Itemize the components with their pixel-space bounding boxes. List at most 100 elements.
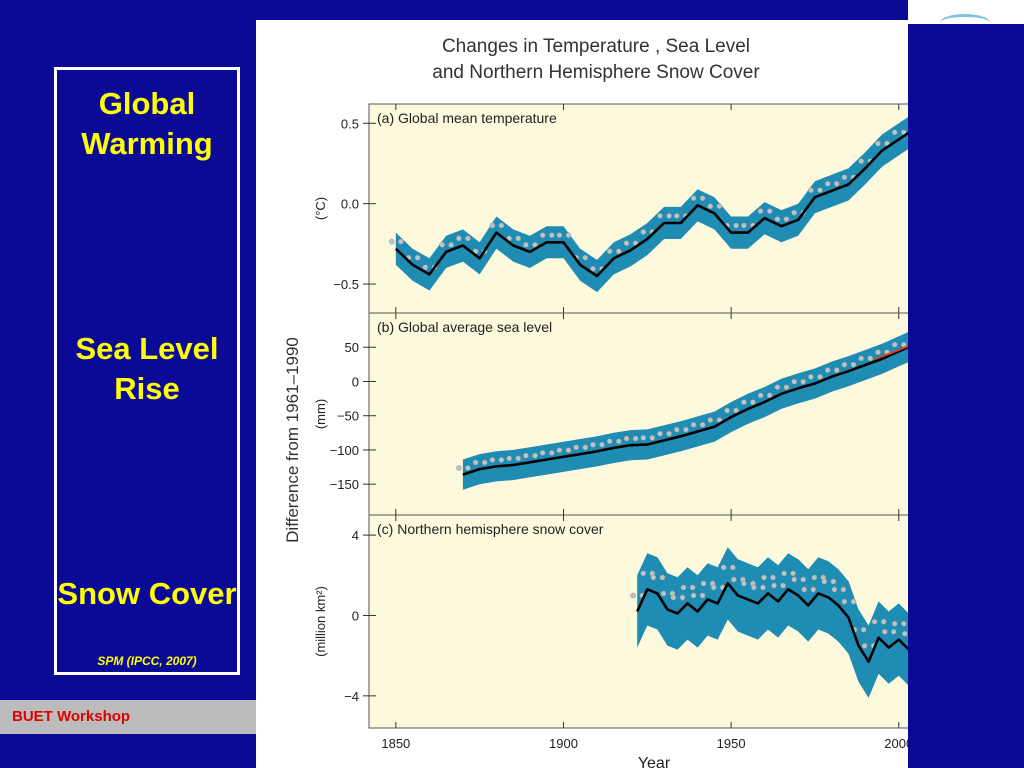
topic-snow-cover: Snow Cover <box>57 576 237 611</box>
panel-title: (b) Global average sea level <box>377 319 552 335</box>
shared-ylabel: Difference from 1961–1990 <box>283 337 302 543</box>
data-point <box>666 430 672 437</box>
data-point <box>766 208 773 214</box>
x-tick-label: 1950 <box>717 736 746 751</box>
panel-title: (a) Global mean temperature <box>377 110 557 126</box>
data-point <box>582 254 589 261</box>
data-point <box>741 399 747 406</box>
data-point <box>506 455 512 462</box>
x-tick-label: 1900 <box>549 736 578 751</box>
uncertainty-band <box>462 332 908 490</box>
data-point <box>649 434 656 441</box>
data-point <box>860 626 867 633</box>
data-point <box>582 444 589 451</box>
data-point <box>640 229 647 235</box>
data-point <box>791 378 798 385</box>
data-point <box>465 235 471 242</box>
data-point <box>398 238 404 245</box>
data-point <box>615 438 622 445</box>
data-point <box>523 241 529 248</box>
data-point <box>565 447 572 454</box>
data-point <box>606 248 613 255</box>
data-point <box>902 630 908 637</box>
topic-global-warming: Global Warming <box>81 86 213 161</box>
y-tick-label: 50 <box>345 340 359 355</box>
data-point <box>606 438 613 445</box>
data-point <box>532 241 538 248</box>
data-point <box>532 452 538 459</box>
data-point <box>515 235 522 242</box>
smoothed-series-line <box>394 131 908 278</box>
data-point <box>422 264 429 271</box>
topic-sea-level-rise: Sea Level Rise <box>75 331 219 406</box>
data-point <box>891 620 898 627</box>
data-point <box>730 576 737 583</box>
data-point <box>699 195 706 201</box>
data-point <box>833 180 840 187</box>
data-point <box>489 456 496 463</box>
panel-ylabel: (°C) <box>313 197 328 220</box>
data-point <box>808 187 814 193</box>
data-point <box>565 232 572 238</box>
data-point <box>650 574 657 581</box>
data-point <box>774 384 781 391</box>
x-tick-label: 2000 <box>884 736 908 751</box>
data-point <box>867 355 874 362</box>
data-point <box>481 459 488 466</box>
data-point <box>850 361 857 368</box>
data-point <box>757 392 764 399</box>
data-point <box>741 580 747 587</box>
data-point <box>590 441 596 448</box>
x-tick-label: 1850 <box>381 736 410 751</box>
data-point <box>770 574 776 581</box>
data-point <box>716 203 723 209</box>
data-point <box>901 620 907 627</box>
data-point <box>850 598 857 605</box>
data-point <box>623 240 630 246</box>
data-point <box>539 232 546 238</box>
data-point <box>891 129 898 136</box>
data-point <box>811 574 818 581</box>
y-tick-label: 0.0 <box>341 197 359 212</box>
data-point <box>720 564 727 571</box>
data-point <box>539 450 546 456</box>
data-point <box>659 574 666 581</box>
data-point <box>871 618 878 625</box>
data-point <box>472 459 479 466</box>
footer-bar: BUET Workshop <box>0 700 256 734</box>
data-point <box>707 203 714 209</box>
data-point <box>673 426 680 433</box>
data-point <box>657 430 663 437</box>
data-point <box>858 355 865 362</box>
y-tick-label: −150 <box>330 477 359 492</box>
data-point <box>790 570 796 577</box>
data-point <box>840 586 847 593</box>
corner-logo-icon <box>940 14 990 31</box>
data-point <box>700 580 707 587</box>
data-point <box>761 574 767 581</box>
data-point <box>556 447 563 454</box>
data-point <box>683 426 689 433</box>
data-point <box>515 455 522 462</box>
data-point <box>523 452 529 459</box>
data-point <box>808 374 814 380</box>
chart-panel <box>368 312 908 516</box>
data-point <box>640 570 647 577</box>
data-point <box>771 582 777 589</box>
data-point <box>824 180 831 187</box>
data-point <box>388 238 395 245</box>
smoothed-series-line <box>636 582 908 663</box>
data-point <box>679 594 686 601</box>
data-point <box>707 417 714 423</box>
x-axis-label: Year <box>638 755 671 768</box>
data-point <box>498 456 505 463</box>
panel-title: (c) Northern hemisphere snow cover <box>377 521 604 537</box>
data-point <box>456 235 462 242</box>
data-point <box>630 592 637 599</box>
footer-label: BUET Workshop <box>12 708 131 725</box>
data-point <box>640 434 647 441</box>
data-point <box>729 564 736 571</box>
data-point <box>699 592 706 599</box>
data-point <box>439 241 445 248</box>
y-tick-label: 4 <box>352 528 359 543</box>
